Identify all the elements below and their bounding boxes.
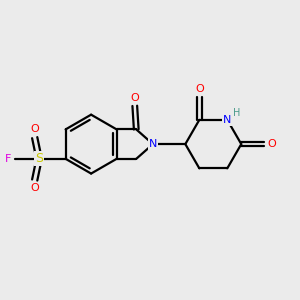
Text: O: O: [268, 139, 277, 149]
Text: O: O: [30, 124, 39, 134]
Text: H: H: [233, 108, 240, 118]
Text: O: O: [30, 183, 39, 193]
Text: N: N: [149, 139, 157, 149]
Text: N: N: [223, 115, 232, 125]
Text: O: O: [195, 84, 204, 94]
Text: O: O: [130, 93, 139, 103]
Text: S: S: [35, 152, 43, 165]
Text: F: F: [4, 154, 11, 164]
